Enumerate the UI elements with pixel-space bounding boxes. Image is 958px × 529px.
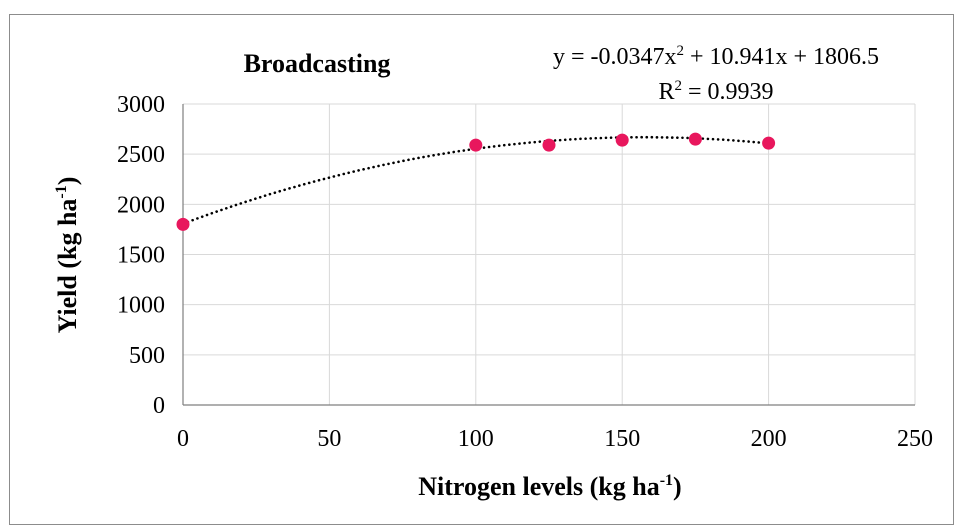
y-axis-title: Yield (kg ha-1) [53, 177, 82, 334]
trendline [181, 135, 770, 225]
data-point [615, 133, 629, 147]
data-points [176, 132, 776, 231]
x-tick-label: 0 [177, 426, 189, 452]
gridlines [183, 103, 916, 405]
x-axis-title: Nitrogen levels (kg ha-1) [418, 472, 681, 501]
x-tick-labels: 0 50 100 150 200 250 [177, 426, 933, 452]
y-tick-label: 2000 [117, 192, 165, 218]
x-tick-label: 200 [751, 426, 787, 452]
trendline-path [181, 135, 770, 225]
y-tick-label: 1000 [117, 293, 165, 319]
x-tick-label: 150 [604, 426, 640, 452]
data-point [688, 132, 702, 146]
y-tick-labels: 0 500 1000 1500 2000 2500 3000 [117, 92, 165, 419]
data-point [762, 136, 776, 150]
trendline-equation: y = -0.0347x2 + 10.941x + 1806.5 [553, 43, 879, 70]
y-tick-label: 3000 [117, 92, 165, 118]
chart-frame [9, 14, 954, 525]
y-tick-label: 1500 [117, 243, 165, 269]
axes [182, 104, 915, 406]
chart-title: Broadcasting [244, 49, 391, 78]
data-point [176, 217, 190, 231]
x-tick-label: 100 [458, 426, 494, 452]
data-point [542, 138, 556, 152]
y-tick-label: 500 [129, 343, 165, 369]
x-tick-label: 250 [897, 426, 933, 452]
y-tick-label: 2500 [117, 142, 165, 168]
data-point [469, 138, 483, 152]
x-tick-label: 50 [317, 426, 341, 452]
y-tick-label: 0 [153, 393, 165, 419]
r-squared-label: R2 = 0.9939 [658, 78, 773, 105]
